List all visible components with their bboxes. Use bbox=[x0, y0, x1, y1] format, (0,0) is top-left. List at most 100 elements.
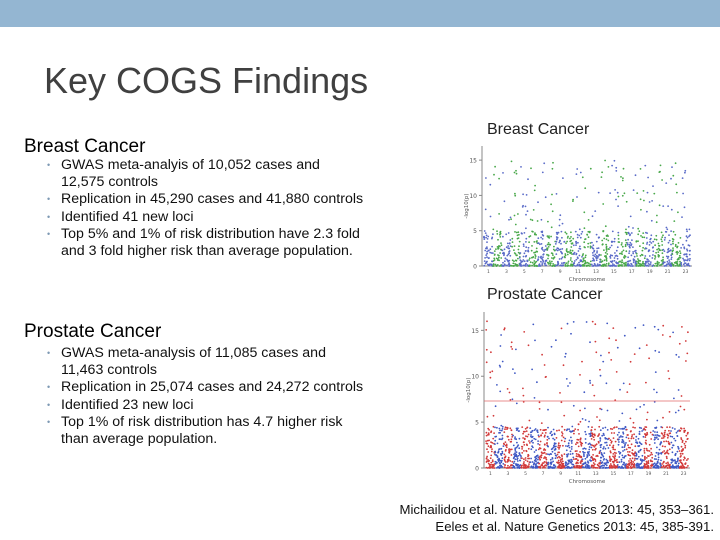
snp-point bbox=[490, 351, 492, 354]
snp-point bbox=[605, 238, 608, 241]
snp-point bbox=[657, 247, 660, 250]
snp-point bbox=[638, 441, 641, 444]
snp-point bbox=[647, 265, 650, 267]
snp-point bbox=[535, 449, 537, 452]
snp-point bbox=[486, 448, 488, 451]
snp-point bbox=[527, 250, 530, 253]
snp-point bbox=[500, 334, 502, 336]
snp-point bbox=[591, 246, 593, 248]
snp-point bbox=[679, 252, 682, 255]
snp-point bbox=[537, 201, 539, 204]
snp-point bbox=[556, 456, 559, 459]
snp-point bbox=[491, 448, 493, 450]
snp-point bbox=[499, 366, 502, 368]
snp-point bbox=[549, 432, 552, 435]
snp-point bbox=[639, 448, 642, 451]
snp-point bbox=[489, 251, 492, 254]
snp-point bbox=[567, 260, 570, 263]
snp-point bbox=[603, 446, 605, 448]
snp-point bbox=[672, 230, 675, 233]
snp-point bbox=[586, 234, 589, 236]
snp-point bbox=[532, 446, 534, 449]
snp-point bbox=[597, 255, 599, 258]
snp-point bbox=[529, 431, 532, 434]
snp-point bbox=[629, 417, 632, 420]
snp-point bbox=[570, 445, 573, 448]
snp-point bbox=[546, 261, 549, 264]
snp-point bbox=[646, 243, 648, 245]
snp-point bbox=[639, 245, 641, 247]
snp-point bbox=[497, 246, 500, 249]
snp-point bbox=[625, 200, 628, 203]
snp-point bbox=[650, 464, 652, 467]
snp-point bbox=[636, 255, 638, 257]
snp-point bbox=[609, 466, 612, 469]
snp-point bbox=[578, 454, 580, 456]
snp-point bbox=[492, 263, 495, 266]
snp-point bbox=[499, 245, 501, 248]
snp-point bbox=[607, 166, 610, 168]
snp-point bbox=[485, 234, 488, 237]
y-tick-label: 5 bbox=[473, 228, 477, 235]
x-tick-label: 13 bbox=[593, 269, 599, 275]
snp-point bbox=[607, 239, 610, 242]
snp-point bbox=[545, 462, 548, 465]
snp-point bbox=[485, 431, 488, 434]
snp-point bbox=[533, 437, 536, 440]
snp-point bbox=[513, 171, 516, 174]
snp-point bbox=[501, 425, 504, 428]
snp-point bbox=[597, 465, 600, 467]
snp-point bbox=[644, 458, 646, 461]
snp-point bbox=[544, 264, 547, 267]
snp-point bbox=[593, 446, 596, 448]
snp-point bbox=[553, 466, 555, 469]
snp-point bbox=[607, 262, 610, 265]
snp-point bbox=[583, 211, 586, 214]
snp-point bbox=[611, 428, 614, 430]
snp-point bbox=[508, 250, 511, 252]
snp-point bbox=[540, 218, 543, 221]
snp-point bbox=[662, 461, 665, 463]
snp-point bbox=[606, 429, 609, 431]
snp-point bbox=[594, 323, 597, 326]
snp-point bbox=[493, 173, 495, 176]
snp-point bbox=[676, 258, 679, 261]
snp-point bbox=[524, 265, 527, 267]
snp-point bbox=[575, 443, 577, 446]
snp-point bbox=[512, 462, 515, 465]
snp-point bbox=[487, 235, 490, 238]
snp-point bbox=[637, 240, 639, 243]
snp-point bbox=[640, 263, 643, 266]
snp-point bbox=[507, 438, 510, 441]
snp-point bbox=[670, 265, 673, 267]
snp-point bbox=[660, 441, 662, 443]
snp-point bbox=[611, 260, 614, 262]
snp-point bbox=[548, 237, 551, 239]
snp-point bbox=[567, 442, 570, 445]
snp-point bbox=[622, 432, 625, 435]
snp-point bbox=[553, 245, 555, 248]
snp-point bbox=[615, 170, 618, 172]
snp-point bbox=[500, 257, 503, 259]
snp-point bbox=[609, 264, 612, 267]
snp-point bbox=[486, 415, 489, 418]
snp-point bbox=[545, 453, 548, 455]
snp-point bbox=[547, 408, 549, 411]
snp-point bbox=[680, 265, 683, 267]
snp-point bbox=[596, 416, 598, 418]
snp-point bbox=[591, 426, 593, 429]
list-item: • GWAS meta-analysis of 11,085 cases and … bbox=[47, 345, 326, 378]
snp-point bbox=[560, 230, 563, 233]
snp-point bbox=[629, 360, 632, 363]
snp-point bbox=[675, 467, 678, 469]
snp-point bbox=[677, 211, 679, 214]
snp-point bbox=[627, 434, 629, 436]
snp-point bbox=[542, 234, 545, 237]
snp-point bbox=[545, 428, 547, 431]
snp-point bbox=[577, 445, 580, 448]
snp-point bbox=[499, 230, 502, 233]
snp-point bbox=[593, 438, 596, 441]
snp-point bbox=[561, 431, 563, 433]
snp-point bbox=[513, 466, 515, 468]
snp-point bbox=[501, 434, 504, 437]
